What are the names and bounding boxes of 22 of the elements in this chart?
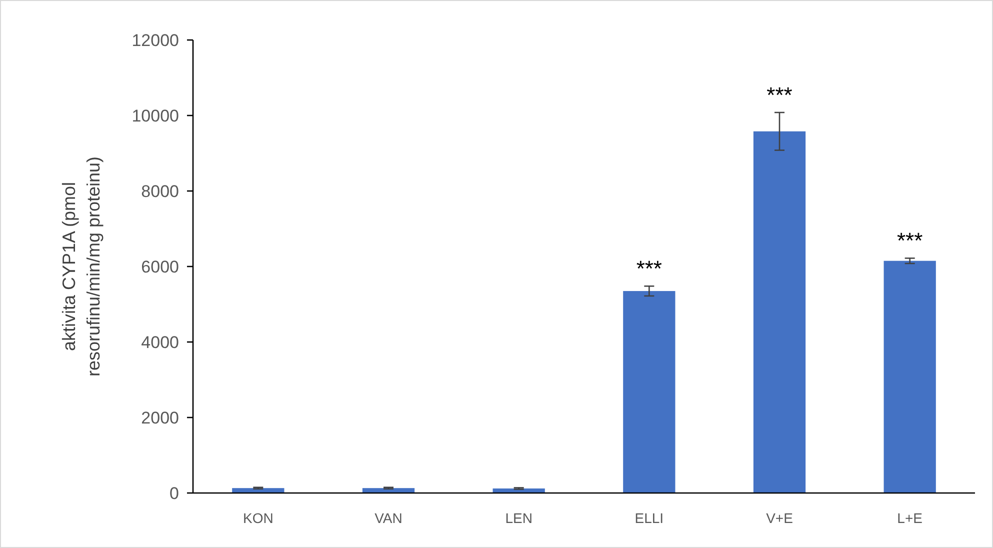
annotation: *** [766,82,793,108]
bar [753,131,806,493]
x-tick-label: KON [242,510,274,526]
bar [232,488,284,493]
bar [362,488,415,493]
x-tick-label: V+E [766,510,793,526]
y-tick-label: 2000 [141,408,179,428]
y-tick-label: 4000 [141,332,179,352]
y-tick-label: 0 [170,484,179,503]
annotation: *** [896,228,924,254]
bar [884,260,936,493]
annotation: *** [636,256,662,282]
bar [623,291,676,493]
x-tick-label: ELLI [634,510,664,526]
x-tick-label: VAN [374,510,402,526]
y-axis-title: aktivita CYP1A (pmol resorufinu/min/mg proteinu) [59,156,104,377]
x-tick-label: LEN [505,510,532,526]
y-tick-label: 6000 [141,257,179,276]
y-tick-label: 12000 [132,30,179,50]
y-tick-label: 10000 [132,106,179,126]
y-tick-label: 8000 [141,182,179,201]
x-tick-label: L+E [897,510,922,526]
